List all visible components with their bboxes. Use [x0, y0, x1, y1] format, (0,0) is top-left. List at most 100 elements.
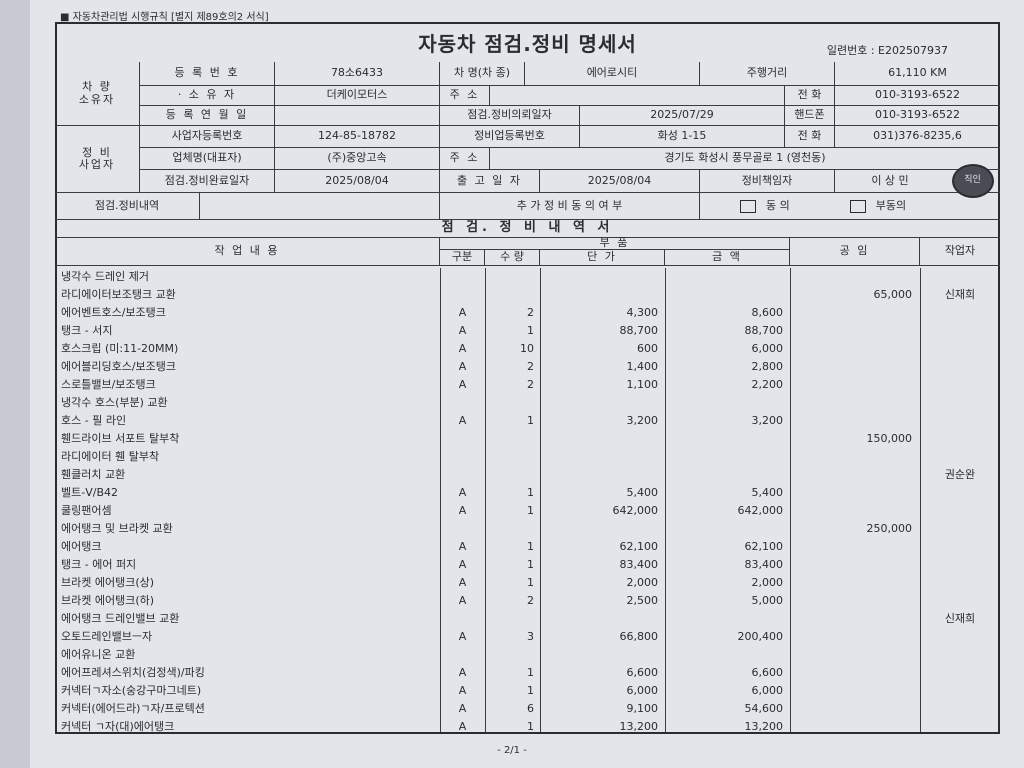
cell-amount: 2,800: [751, 360, 784, 373]
cell-amount: 2,000: [751, 576, 784, 589]
reg-no-value: 78소6433: [275, 62, 440, 86]
cell-amount: 8,600: [751, 306, 784, 319]
cell-labor: [790, 340, 916, 358]
table-row: 에어탱크 A 1 62,100 62,100: [57, 538, 998, 556]
header-unit-price: 단 가: [540, 250, 665, 266]
request-date-value: 2025/07/29: [580, 106, 785, 126]
cell-amount: 5,400: [751, 486, 784, 499]
cell-work: 휀드라이브 서포트 탈부착: [61, 432, 180, 445]
cell-work: 커넥터ㄱ자소(숭강구마그네트): [61, 684, 202, 697]
cell-unit: 13,200: [619, 720, 659, 733]
cell-unit: 6,000: [626, 684, 659, 697]
release-date-label: 출 고 일 자: [440, 170, 540, 193]
page-number: - 2/1 -: [497, 745, 527, 756]
cell-work: 오토드레인밸브ㅡ자: [61, 630, 153, 643]
cell-qty: 2: [527, 378, 534, 391]
cell-unit: 1,100: [626, 378, 659, 391]
cell-qty: [485, 286, 538, 304]
cell-worker: [920, 664, 1000, 682]
agree-checkbox[interactable]: [740, 199, 756, 213]
cell-unit: 66,800: [619, 630, 659, 643]
cell-labor: 250,000: [866, 522, 913, 535]
cell-cat: A: [458, 594, 467, 607]
table-row: 냉각수 호스(부분) 교환: [57, 394, 998, 412]
cell-cat: A: [458, 720, 467, 733]
cell-work: 라디에이터보조탱크 교환: [61, 288, 176, 301]
release-date-value: 2025/08/04: [540, 170, 700, 193]
table-row: 커넥터 ㄱ자(대)에어탱크 A 1 13,200 13,200: [57, 718, 998, 736]
cell-worker: [920, 412, 1000, 430]
cell-worker: [920, 484, 1000, 502]
shop-group-label: 정 비 사업자: [55, 126, 140, 193]
cell-unit: 3,200: [626, 414, 659, 427]
cell-amount: [665, 430, 787, 448]
cell-labor: [790, 358, 916, 376]
cell-work: 에어탱크 및 브라켓 교환: [61, 522, 173, 535]
cell-labor: [790, 376, 916, 394]
details-label: 점검.정비내역: [55, 193, 200, 220]
disagree-label: 부동의: [875, 198, 907, 212]
cell-worker: [920, 340, 1000, 358]
manager-label: 정비책임자: [700, 170, 835, 193]
table-title: 점 검. 정 비 내 역 서: [55, 220, 1000, 238]
cell-amount: 62,100: [744, 540, 784, 553]
cell-worker: [920, 556, 1000, 574]
inspection-statement-form: 자동차 점검.정비 명세서 일련번호 : E202507937 차 량 소유자 정…: [55, 22, 1000, 734]
shop-address-value: 경기도 화성시 풍무골로 1 (영천동): [490, 148, 1000, 170]
cell-worker: [920, 574, 1000, 592]
table-row: 호스크립 (미:11-20MM) A 10 600 6,000: [57, 340, 998, 358]
cell-work: 휀클러치 교환: [61, 468, 126, 481]
manager-value: 이 상 민: [835, 170, 945, 193]
cell-work: 에어프레셔스위치(검정색)/파킹: [61, 666, 205, 679]
disagree-checkbox[interactable]: [849, 199, 866, 213]
cell-amount: [665, 520, 787, 538]
cell-cat: A: [458, 702, 467, 715]
cell-unit: 6,600: [626, 666, 659, 679]
cell-work: 에어벤트호스/보조탱크: [61, 306, 166, 319]
header-labor: 공 임: [790, 238, 920, 266]
cell-unit: [540, 448, 662, 466]
header-category: 구분: [440, 250, 485, 266]
cell-qty: [485, 646, 538, 664]
cell-amount: 54,600: [744, 702, 784, 715]
cell-work: 탱크 - 서지: [61, 324, 113, 337]
cell-labor: 65,000: [873, 288, 913, 301]
cell-labor: [790, 412, 916, 430]
table-row: 라디에이터 휀 탈부착: [57, 448, 998, 466]
cell-worker: [920, 592, 1000, 610]
cell-work: 호스크립 (미:11-20MM): [61, 342, 179, 355]
cell-cat: [440, 520, 485, 538]
cell-unit: 2,500: [626, 594, 659, 607]
cell-amount: [665, 268, 787, 286]
cell-qty: 1: [527, 666, 534, 679]
owner-value: 더케이모터스: [275, 86, 440, 106]
cell-work: 냉각수 드레인 제거: [61, 270, 149, 283]
cell-worker: [920, 430, 1000, 448]
cell-qty: 10: [520, 342, 534, 355]
cell-labor: [790, 574, 916, 592]
cell-qty: 2: [527, 306, 534, 319]
cell-unit: 83,400: [619, 558, 659, 571]
cell-qty: [485, 520, 538, 538]
cell-qty: 1: [527, 684, 534, 697]
cell-labor: 150,000: [866, 432, 913, 445]
cell-unit: 62,100: [619, 540, 659, 553]
table-row: 에어블리딩호스/보조탱크 A 2 1,400 2,800: [57, 358, 998, 376]
owner-phone-label: 전 화: [785, 86, 835, 106]
cell-worker: [920, 394, 1000, 412]
table-row: 스로틀밸브/보조탱크 A 2 1,100 2,200: [57, 376, 998, 394]
cell-unit: [540, 268, 662, 286]
cell-work: 에어블리딩호스/보조탱크: [61, 360, 177, 373]
cell-qty: [485, 610, 538, 628]
column-divider: [920, 268, 921, 732]
table-row: 에어유니온 교환: [57, 646, 998, 664]
cell-qty: 2: [527, 360, 534, 373]
cell-worker: [920, 322, 1000, 340]
table-row: 오토드레인밸브ㅡ자 A 3 66,800 200,400: [57, 628, 998, 646]
cell-amount: [665, 394, 787, 412]
cell-worker: [920, 268, 1000, 286]
cell-qty: 1: [527, 720, 534, 733]
table-row: 쿨링팬어셈 A 1 642,000 642,000: [57, 502, 998, 520]
cell-cat: A: [458, 576, 467, 589]
cell-amount: [665, 646, 787, 664]
